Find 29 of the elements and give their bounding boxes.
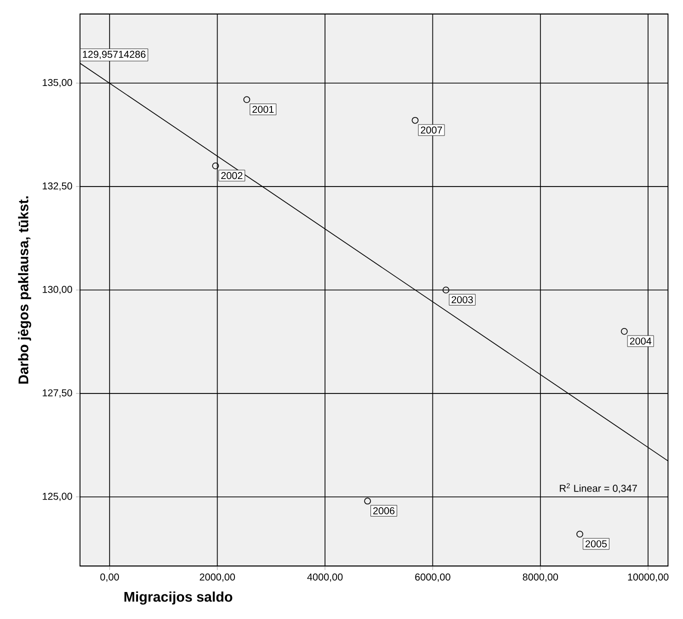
x-tick-label: 4000,00 — [307, 574, 343, 582]
point — [576, 530, 584, 538]
point — [364, 498, 371, 504]
annotation: 2002 — [221, 172, 242, 180]
annotation: R$^{2}$ Linear = 0,347 — [560, 483, 637, 494]
point — [243, 96, 250, 104]
annotation: 2003 — [452, 296, 473, 304]
point — [412, 116, 419, 124]
y-tick-label: 135,00 — [42, 78, 72, 88]
annotation: 2001 — [252, 106, 274, 113]
x-tick-label: 8000,00 — [522, 574, 558, 582]
y-axis-title: Darbo jėgos paklausa, tūkst. — [18, 196, 32, 384]
y-tick-label: 130,00 — [42, 286, 72, 294]
x-tick-label: 2000,00 — [200, 574, 235, 582]
x-tick-label: 0,00 — [100, 574, 119, 582]
annotation: 129,95714286 — [82, 50, 146, 60]
y-tick-label: 127,50 — [42, 389, 72, 398]
point — [442, 286, 450, 294]
annotation: 2007 — [420, 126, 442, 134]
annotation: 2006 — [373, 507, 394, 514]
y-tick-label: 132,50 — [42, 182, 72, 191]
point — [620, 328, 628, 335]
x-tick-label: 6000,00 — [415, 574, 450, 582]
x-axis-title: Migracijos saldo — [124, 592, 232, 605]
annotation: 2004 — [630, 338, 652, 345]
y-tick-label: 125,00 — [42, 492, 72, 502]
annotation: 2005 — [586, 540, 607, 548]
x-tick-label: 10000,00 — [628, 574, 668, 582]
point — [212, 162, 219, 170]
